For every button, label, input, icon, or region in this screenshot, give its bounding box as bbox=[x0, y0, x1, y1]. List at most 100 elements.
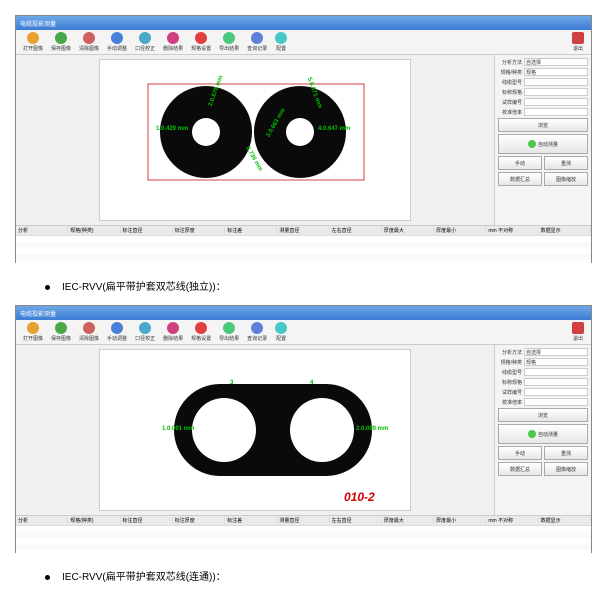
toolbar-btn-label: 保存图像 bbox=[51, 335, 71, 342]
toolbar-btn-配置[interactable]: 配置 bbox=[272, 321, 290, 343]
data-summary-button[interactable]: 数据汇总 bbox=[498, 462, 542, 476]
side-input[interactable] bbox=[524, 368, 588, 376]
side-input[interactable] bbox=[524, 108, 588, 116]
side-row: 规格/种类规格 bbox=[498, 68, 588, 76]
exit-button[interactable]: 退出 bbox=[569, 321, 587, 343]
app-window-2: 电缆投影测量 打开图像 保存图像清除图像手动调整口径校正删除结果规格设置导出结果查… bbox=[15, 305, 592, 553]
specimen-label: 010-2 bbox=[344, 490, 375, 504]
toolbar-btn-label: 打开图像 bbox=[23, 335, 43, 342]
table-column-header: 数据显示 bbox=[539, 227, 591, 234]
toolbar-btn-删除结果[interactable]: 删除结果 bbox=[160, 31, 186, 53]
side-row: 校准倍率 bbox=[498, 398, 588, 406]
toolbar-btn-打开图像[interactable]: 打开图像 bbox=[20, 31, 46, 53]
table-column-header: 测量直径 bbox=[277, 517, 329, 524]
manual-button[interactable]: 手动 bbox=[498, 446, 542, 460]
remeasure-button[interactable]: 重测 bbox=[544, 446, 588, 460]
toolbar-btn-打开图像[interactable]: 打开图像 bbox=[20, 321, 46, 343]
hole-right bbox=[290, 398, 354, 462]
table-column-header: mm 不对称 bbox=[486, 227, 538, 234]
side-input[interactable] bbox=[524, 398, 588, 406]
data-summary-button[interactable]: 数据汇总 bbox=[498, 172, 542, 186]
side-input[interactable] bbox=[524, 78, 588, 86]
table-column-header: 左右直径 bbox=[330, 227, 382, 234]
side-input[interactable] bbox=[524, 388, 588, 396]
toolbar-btn-手动调整[interactable]: 手动调整 bbox=[104, 31, 130, 53]
window-title: 电缆投影测量 bbox=[20, 19, 56, 28]
side-panel: 分析方法自选择规格/种类规格线缆型号标称规格试样编号校准倍率浏览自动测量手动重测… bbox=[494, 55, 591, 225]
toolbar-btn-导出结果[interactable]: 导出结果 bbox=[216, 31, 242, 53]
browse-button[interactable]: 浏览 bbox=[498, 408, 588, 422]
toolbar-btn-保存图像[interactable]: 保存图像 bbox=[48, 321, 74, 343]
table-column-header: 规格(种类) bbox=[68, 227, 120, 234]
toolbar-btn-手动调整[interactable]: 手动调整 bbox=[104, 321, 130, 343]
toolbar-btn-规格设置[interactable]: 规格设置 bbox=[188, 31, 214, 53]
title-bar: 电缆投影测量 bbox=[16, 306, 591, 320]
toolbar-btn-label: 手动调整 bbox=[107, 335, 127, 342]
measurement-label: 1.0.091 mm bbox=[162, 426, 194, 432]
side-label: 线缆型号 bbox=[498, 369, 522, 376]
side-row: 校准倍率 bbox=[498, 108, 588, 116]
table-column-header: 标注厚度 bbox=[173, 517, 225, 524]
bullet-item-2: IEC-RVV(扁平带护套双芯线(连通))： bbox=[45, 568, 592, 583]
auto-measure-label: 自动测量 bbox=[538, 431, 558, 438]
manual-button[interactable]: 手动 bbox=[498, 156, 542, 170]
toolbar-btn-规格设置[interactable]: 规格设置 bbox=[188, 321, 214, 343]
side-input[interactable] bbox=[524, 88, 588, 96]
side-input[interactable] bbox=[524, 378, 588, 386]
toolbar-icon bbox=[55, 32, 67, 44]
toolbar-btn-label: 手动调整 bbox=[107, 45, 127, 52]
table-column-header: 测量直径 bbox=[277, 227, 329, 234]
title-bar: 电缆投影测量 bbox=[16, 16, 591, 30]
image-zoom-button[interactable]: 图像缩放 bbox=[544, 462, 588, 476]
toolbar-btn-保存图像[interactable]: 保存图像 bbox=[48, 31, 74, 53]
table-column-header: 厚度最大 bbox=[382, 517, 434, 524]
table-column-header: 规格(种类) bbox=[68, 517, 120, 524]
toolbar: 打开图像 保存图像清除图像手动调整口径校正删除结果规格设置导出结果查询记录配置 退出 bbox=[16, 320, 591, 345]
canvas: 1.0.091 mm2.0.089 mm34 010-2 bbox=[99, 349, 411, 511]
toolbar-btn-查询记录[interactable]: 查询记录 bbox=[244, 31, 270, 53]
hole-left bbox=[192, 398, 256, 462]
auto-measure-button[interactable]: 自动测量 bbox=[498, 424, 588, 444]
toolbar-btn-label: 配置 bbox=[276, 45, 286, 52]
side-label: 标称规格 bbox=[498, 89, 522, 96]
app-window-1: 电缆投影测量 打开图像保存图像 清除图像 手动调整口径校正删除结果规格设置导出结果查… bbox=[15, 15, 592, 263]
canvas-area: 1.0.091 mm2.0.089 mm34 010-2 bbox=[16, 345, 494, 515]
toolbar-icon bbox=[139, 32, 151, 44]
toolbar-btn-label: 规格设置 bbox=[191, 45, 211, 52]
measurement-label: 4 bbox=[310, 380, 313, 386]
circle-left bbox=[160, 86, 252, 178]
exit-button[interactable]: 退出 bbox=[569, 31, 587, 53]
browse-button[interactable]: 浏览 bbox=[498, 118, 588, 132]
toolbar-btn-清除图像[interactable]: 清除图像 bbox=[76, 321, 102, 343]
side-select[interactable]: 自选择 bbox=[524, 348, 588, 356]
side-input[interactable] bbox=[524, 98, 588, 106]
auto-measure-button[interactable]: 自动测量 bbox=[498, 134, 588, 154]
remeasure-button[interactable]: 重测 bbox=[544, 156, 588, 170]
side-select[interactable]: 自选择 bbox=[524, 58, 588, 66]
toolbar-btn-label: 保存图像 bbox=[51, 45, 71, 52]
table-column-header: 标注厚度 bbox=[173, 227, 225, 234]
measurement-label: 2.0.089 mm bbox=[356, 426, 388, 432]
side-select[interactable]: 规格 bbox=[524, 358, 588, 366]
toolbar-btn-配置[interactable]: 配置 bbox=[272, 31, 290, 53]
toolbar-btn-清除图像[interactable]: 清除图像 bbox=[76, 31, 102, 53]
side-row: 规格/种类规格 bbox=[498, 358, 588, 366]
toolbar-btn-口径校正[interactable]: 口径校正 bbox=[132, 321, 158, 343]
window-title: 电缆投影测量 bbox=[20, 309, 56, 318]
toolbar-btn-label: 导出结果 bbox=[219, 335, 239, 342]
side-select[interactable]: 规格 bbox=[524, 68, 588, 76]
toolbar-btn-label: 清除图像 bbox=[79, 45, 99, 52]
toolbar-btn-删除结果[interactable]: 删除结果 bbox=[160, 321, 186, 343]
toolbar-icon bbox=[111, 322, 123, 334]
bullet-dot-icon bbox=[45, 575, 50, 580]
side-row: 线缆型号 bbox=[498, 368, 588, 376]
toolbar-icon bbox=[251, 32, 263, 44]
toolbar-icon bbox=[27, 32, 39, 44]
toolbar-btn-导出结果[interactable]: 导出结果 bbox=[216, 321, 242, 343]
side-row: 试样编号 bbox=[498, 388, 588, 396]
toolbar-icon bbox=[195, 32, 207, 44]
image-zoom-button[interactable]: 图像缩放 bbox=[544, 172, 588, 186]
toolbar-btn-查询记录[interactable]: 查询记录 bbox=[244, 321, 270, 343]
toolbar-btn-口径校正[interactable]: 口径校正 bbox=[132, 31, 158, 53]
table-rows bbox=[16, 236, 591, 263]
